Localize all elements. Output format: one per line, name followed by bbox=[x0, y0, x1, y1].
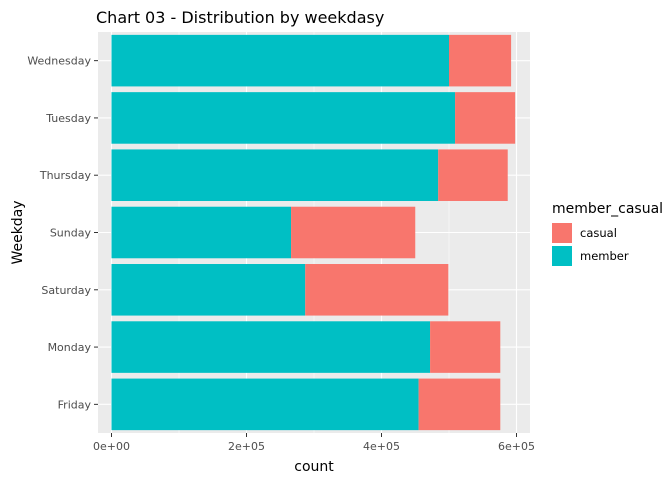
y-tick-label: Thursday bbox=[39, 169, 92, 182]
bar-member-friday bbox=[111, 378, 419, 431]
y-tick-label: Tuesday bbox=[45, 112, 91, 125]
x-tick-label: 4e+05 bbox=[363, 440, 400, 453]
x-tick-label: 0e+00 bbox=[93, 440, 130, 453]
legend: member_casual casual member bbox=[552, 201, 663, 266]
x-tick-label: 6e+05 bbox=[498, 440, 535, 453]
bar-member-monday bbox=[111, 321, 431, 373]
y-tick-label: Saturday bbox=[41, 284, 91, 297]
bar-casual-thursday bbox=[438, 149, 508, 201]
bar-member-sunday bbox=[111, 206, 292, 259]
bar-casual-saturday bbox=[305, 264, 449, 316]
legend-label-casual: casual bbox=[580, 226, 617, 240]
y-tick-label: Sunday bbox=[50, 227, 92, 240]
y-axis-title: Weekday bbox=[10, 200, 26, 264]
bar-casual-friday bbox=[418, 378, 501, 431]
y-axis: Friday Monday Saturday Sunday Thursday Tuesda… bbox=[27, 55, 98, 411]
y-tick-label: Wednesday bbox=[27, 55, 91, 68]
bar-casual-sunday bbox=[291, 206, 416, 259]
legend-title: member_casual bbox=[552, 201, 663, 217]
x-axis: 0e+00 2e+05 4e+05 6e+05 bbox=[93, 433, 535, 453]
y-tick-label: Monday bbox=[48, 341, 92, 354]
bar-casual-monday bbox=[430, 321, 501, 373]
x-axis-title: count bbox=[294, 459, 334, 475]
bar-casual-wednesday bbox=[449, 34, 512, 87]
bar-member-saturday bbox=[111, 264, 306, 316]
bar-member-thursday bbox=[111, 149, 439, 201]
y-tick-label: Friday bbox=[58, 398, 92, 411]
legend-label-member: member bbox=[580, 249, 629, 263]
bar-casual-tuesday bbox=[455, 92, 516, 144]
x-tick-label: 2e+05 bbox=[228, 440, 265, 453]
legend-key-member bbox=[552, 246, 572, 266]
bar-member-wednesday bbox=[111, 34, 449, 87]
legend-key-casual bbox=[552, 223, 572, 243]
bars bbox=[111, 34, 516, 431]
bar-member-tuesday bbox=[111, 92, 456, 144]
chart-title: Chart 03 - Distribution by weekdasy bbox=[96, 8, 384, 27]
